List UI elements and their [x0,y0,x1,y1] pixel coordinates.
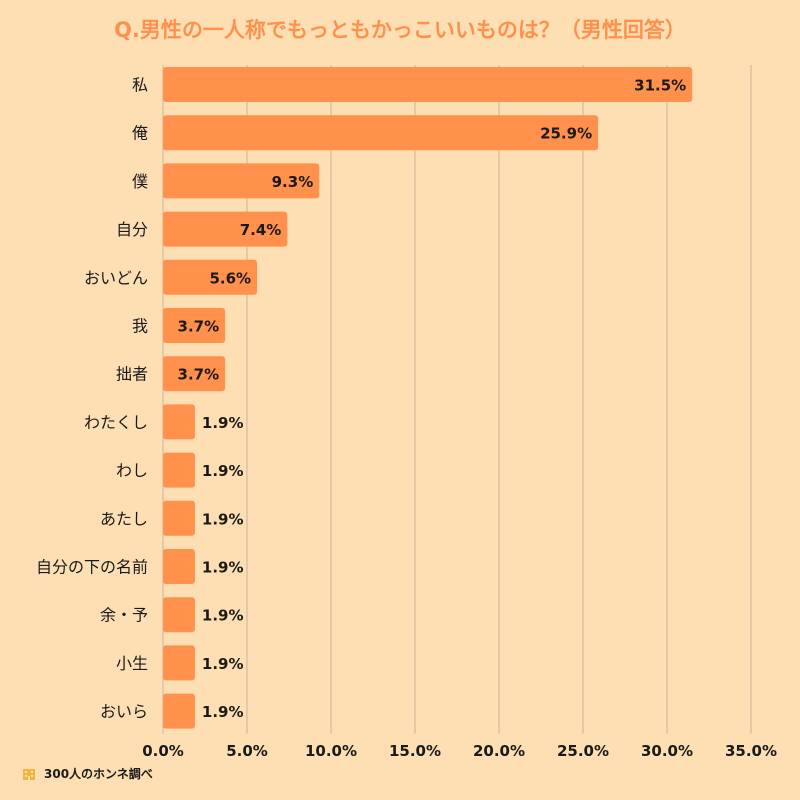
bar [163,597,195,633]
category-label: 拙者 [116,365,148,384]
bar [163,356,226,392]
value-label: 7.4% [240,221,282,239]
value-label: 31.5% [634,77,686,95]
value-label: 25.9% [540,125,592,143]
x-tick-label: 30.0% [641,742,693,760]
category-label: 自分 [116,220,148,239]
x-tick-label: 25.0% [557,742,609,760]
bar [163,500,195,536]
bar [163,452,195,488]
value-label: 1.9% [202,462,244,480]
category-label: 俺 [132,124,148,143]
value-label: 1.9% [202,703,244,721]
category-label: おいどん [84,268,148,287]
category-label: 僕 [132,172,148,191]
bar [163,308,226,343]
value-label: 1.9% [202,655,244,673]
x-tick-label: 15.0% [389,742,441,760]
x-axis-ticks: 0.0% 5.0% 10.0% 15.0% 20.0% 25.0% 30.0% 35.0% [142,742,777,760]
category-label: 小生 [116,654,148,673]
value-label: 1.9% [202,510,244,528]
bar [163,163,320,199]
x-tick-label: 5.0% [226,742,268,760]
category-label: 私 [132,76,148,95]
value-label: 5.6% [209,269,251,287]
value-label: 1.9% [202,607,244,625]
bar [163,211,288,247]
category-label: 自分の下の名前 [36,558,148,577]
value-label: 3.7% [178,366,220,384]
x-tick-label: 20.0% [473,742,525,760]
bar [163,549,195,584]
bars [163,67,693,729]
category-label: 余・予 [100,606,148,625]
x-tick-label: 10.0% [305,742,357,760]
bar [163,645,195,681]
source-text: 300人のホンネ調べ [44,767,153,781]
x-tick-label: 0.0% [142,742,184,760]
bar [163,67,693,102]
bar [163,693,195,729]
bar [163,115,599,151]
value-label: 1.9% [202,559,244,577]
chart-title: Q.男性の一人称でもっともかっこいいものは？（男性回答） [114,18,686,42]
bar [163,259,258,295]
building-icon [23,768,35,780]
category-label: あたし [100,509,148,528]
x-tick-label: 35.0% [725,742,777,760]
value-label: 9.3% [272,173,314,191]
value-label: 1.9% [202,414,244,432]
source-credit: 300人のホンネ調べ [22,765,153,782]
category-label: おいら [100,702,148,721]
value-labels: 31.5% 25.9% 9.3% 7.4% 5.6% 3.7% 3.7% 1.9% 1.9% 1.… [178,77,687,722]
category-label: 我 [132,317,148,336]
category-label: わし [116,461,148,480]
value-label: 3.7% [178,318,220,336]
category-label: わたくし [84,413,148,432]
bar [163,404,195,440]
